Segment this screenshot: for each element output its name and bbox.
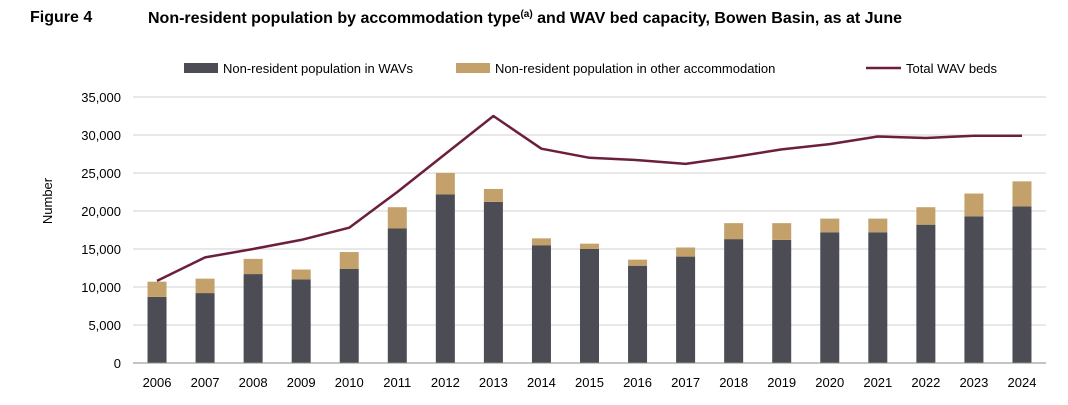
bar-other-2020 <box>820 218 840 233</box>
x-axis-ticks: 2006 2007 2008 2009 2010 2011 2012 2013 2014 2015… <box>143 375 1037 390</box>
bar-wav-2014 <box>531 245 551 363</box>
x-tick-label: 2007 <box>191 375 220 390</box>
bar-other-2010 <box>339 252 359 269</box>
x-tick-label: 2009 <box>287 375 316 390</box>
y-axis-title: Number <box>40 177 55 224</box>
x-tick-label: 2011 <box>383 375 411 390</box>
total-wav-beds-line <box>156 114 1022 283</box>
bar-wav-2013 <box>483 201 503 363</box>
bar-other-2021 <box>868 218 888 233</box>
y-tick-label: 10,000 <box>81 280 121 295</box>
bar-other-2015 <box>580 243 599 249</box>
bar-wav-2015 <box>580 249 599 363</box>
x-tick-label: 2014 <box>527 375 556 390</box>
bar-other-2011 <box>387 207 407 229</box>
bar-wav-2021 <box>868 232 888 363</box>
x-tick-label: 2018 <box>719 375 748 390</box>
x-tick-label: 2015 <box>575 375 604 390</box>
x-tick-label: 2010 <box>335 375 364 390</box>
bar-other-2007 <box>195 278 215 294</box>
y-axis-ticks: 0 5,000 10,000 15,000 20,000 25,000 30,000 35,0… <box>81 90 121 371</box>
x-tick-label: 2019 <box>767 375 796 390</box>
figure-title-footnote-ref: (a) <box>520 9 533 20</box>
legend: Non-resident population in WAVs Non-resi… <box>184 61 998 76</box>
bar-other-2022 <box>916 207 936 225</box>
bar-other-2013 <box>483 188 503 202</box>
bar-other-2018 <box>724 223 744 240</box>
x-tick-label: 2013 <box>479 375 508 390</box>
legend-swatch-wav <box>184 63 218 73</box>
x-tick-label: 2024 <box>1008 375 1037 390</box>
bar-wav-2016 <box>628 265 648 363</box>
bar-wav-2024 <box>1012 206 1032 363</box>
bar-wav-2019 <box>772 239 792 363</box>
y-tick-label: 35,000 <box>81 90 121 105</box>
bar-other-2012 <box>435 173 455 195</box>
x-tick-label: 2020 <box>815 375 844 390</box>
bar-other-2023 <box>964 193 984 217</box>
bars <box>147 173 1032 363</box>
bar-wav-2008 <box>243 274 263 363</box>
figure-title: Non-resident population by accommodation… <box>148 9 902 28</box>
legend-label-other: Non-resident population in other accommo… <box>495 61 775 76</box>
y-tick-label: 5,000 <box>88 318 121 333</box>
x-tick-label: 2008 <box>239 375 268 390</box>
bar-wav-2017 <box>676 256 696 363</box>
figure-title-rest: and WAV bed capacity, Bowen Basin, as at… <box>532 10 902 27</box>
bar-wav-2007 <box>195 293 215 363</box>
bar-wav-2023 <box>964 216 984 363</box>
bar-other-2008 <box>243 258 263 275</box>
x-tick-label: 2006 <box>143 375 172 390</box>
x-tick-label: 2023 <box>959 375 988 390</box>
x-tick-label: 2017 <box>671 375 700 390</box>
y-tick-label: 30,000 <box>81 128 121 143</box>
bar-other-2016 <box>628 259 648 266</box>
bar-other-2017 <box>676 247 696 257</box>
legend-label-line: Total WAV beds <box>906 61 998 76</box>
legend-swatch-other <box>456 63 490 73</box>
x-tick-label: 2016 <box>623 375 652 390</box>
y-tick-label: 25,000 <box>81 166 121 181</box>
bar-wav-2012 <box>435 194 455 363</box>
bar-other-2024 <box>1012 181 1032 207</box>
bar-wav-2018 <box>724 239 744 363</box>
bar-other-2009 <box>291 269 311 280</box>
y-tick-label: 20,000 <box>81 204 121 219</box>
bar-wav-2006 <box>147 296 167 363</box>
bar-wav-2022 <box>916 224 936 363</box>
legend-label-wav: Non-resident population in WAVs <box>223 61 414 76</box>
bar-other-2019 <box>772 223 792 240</box>
figure-label: Figure 4 <box>30 9 93 26</box>
bar-wav-2009 <box>291 279 311 363</box>
bar-wav-2010 <box>339 268 359 363</box>
x-tick-label: 2022 <box>911 375 940 390</box>
bar-wav-2011 <box>387 228 407 363</box>
bar-wav-2020 <box>820 232 840 363</box>
bar-other-2014 <box>531 238 551 246</box>
x-tick-label: 2021 <box>863 375 892 390</box>
bar-other-2006 <box>147 281 167 297</box>
figure-title-main: Non-resident population by accommodation… <box>148 10 521 27</box>
x-tick-label: 2012 <box>431 375 460 390</box>
y-tick-label: 15,000 <box>81 242 121 257</box>
y-tick-label: 0 <box>114 356 121 371</box>
